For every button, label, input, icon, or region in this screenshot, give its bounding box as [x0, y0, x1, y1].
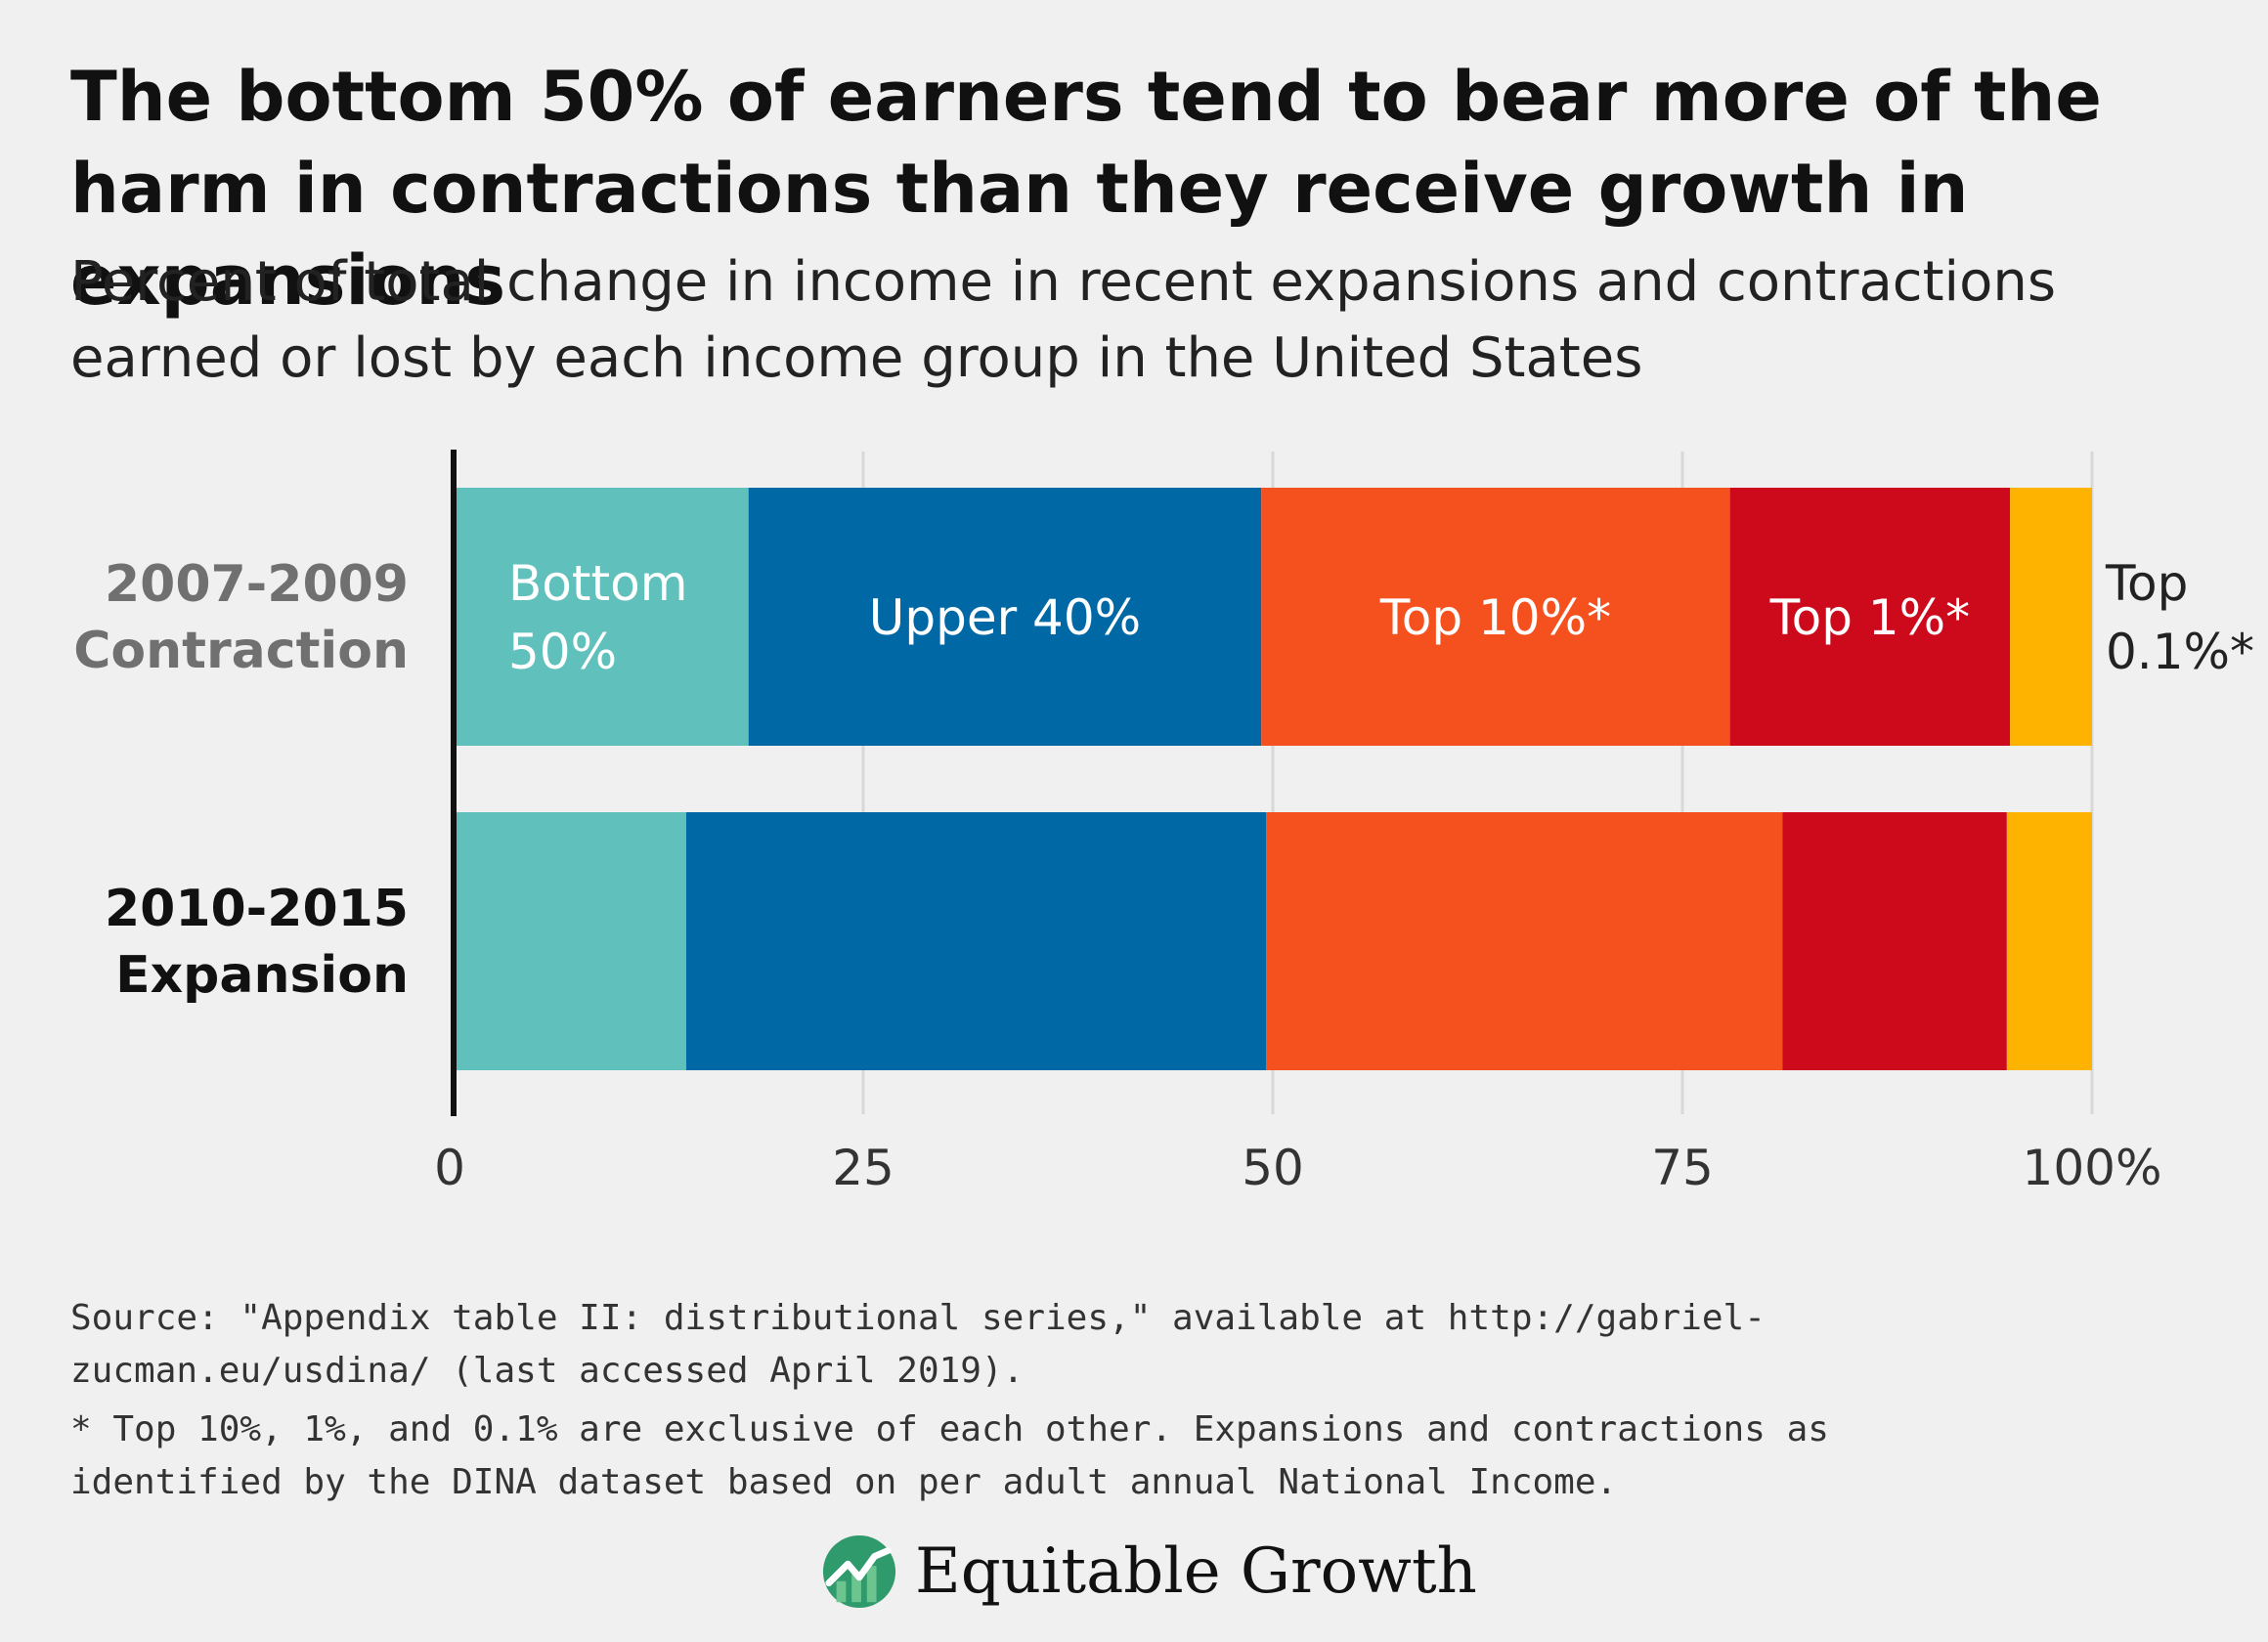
bar-label-3: Top 1%*	[1769, 589, 1971, 646]
x-tick-label-50: 50	[1242, 1140, 1304, 1196]
chart-x-ticks: 0 25 50 75 100%	[434, 1140, 2161, 1196]
bar-0-1	[748, 488, 1262, 746]
bar-1-0	[454, 812, 686, 1070]
bar-label-0: Bottom 50%	[508, 555, 687, 680]
bar-label-1: Upper 40%	[869, 589, 1141, 646]
bar-0-2	[1261, 488, 1730, 746]
bar-label-4: Top 0.1%*	[2105, 555, 2254, 680]
bar-0-0	[454, 488, 749, 746]
x-tick-label-100: 100%	[2023, 1140, 2162, 1196]
bar-1-1	[685, 812, 1267, 1070]
chart-bar-labels: Bottom 50% Upper 40% Top 10%* Top 1%* Top 0.1%…	[508, 555, 2254, 680]
bar-label-2: Top 10%*	[1379, 589, 1611, 646]
x-tick-label-75: 75	[1651, 1140, 1714, 1196]
source-note: Source: "Appendix table II: distribution…	[70, 1298, 1766, 1391]
x-tick-label-25: 25	[832, 1140, 894, 1196]
chart-bars	[454, 488, 2092, 1070]
category-label-0: 2007-2009 Contraction	[73, 555, 409, 680]
rising-line-icon	[822, 1534, 896, 1609]
chart-subtitle: Percent of total change in income in rec…	[70, 250, 2057, 390]
category-label-1: 2010-2015 Expansion	[105, 880, 409, 1005]
chart-title: The bottom 50% of earners tend to bear m…	[70, 57, 2102, 321]
bar-1-4	[2006, 812, 2092, 1070]
logo-text: Equitable Growth	[915, 1535, 1477, 1608]
footnote: * Top 10%, 1%, and 0.1% are exclusive of…	[70, 1409, 1829, 1502]
x-tick-label-0: 0	[434, 1140, 465, 1196]
bar-1-3	[1782, 812, 2007, 1070]
bar-1-2	[1266, 812, 1783, 1070]
stacked-bar-chart: Bottom 50% Upper 40% Top 10%* Top 1%* Top 0.1%…	[73, 450, 2254, 1196]
chart-category-labels: 2007-2009 Contraction 2010-2015 Expansion	[73, 555, 409, 1005]
bar-0-4	[2010, 488, 2092, 746]
bar-0-3	[1729, 488, 2011, 746]
logo: Equitable Growth	[821, 1533, 1477, 1611]
